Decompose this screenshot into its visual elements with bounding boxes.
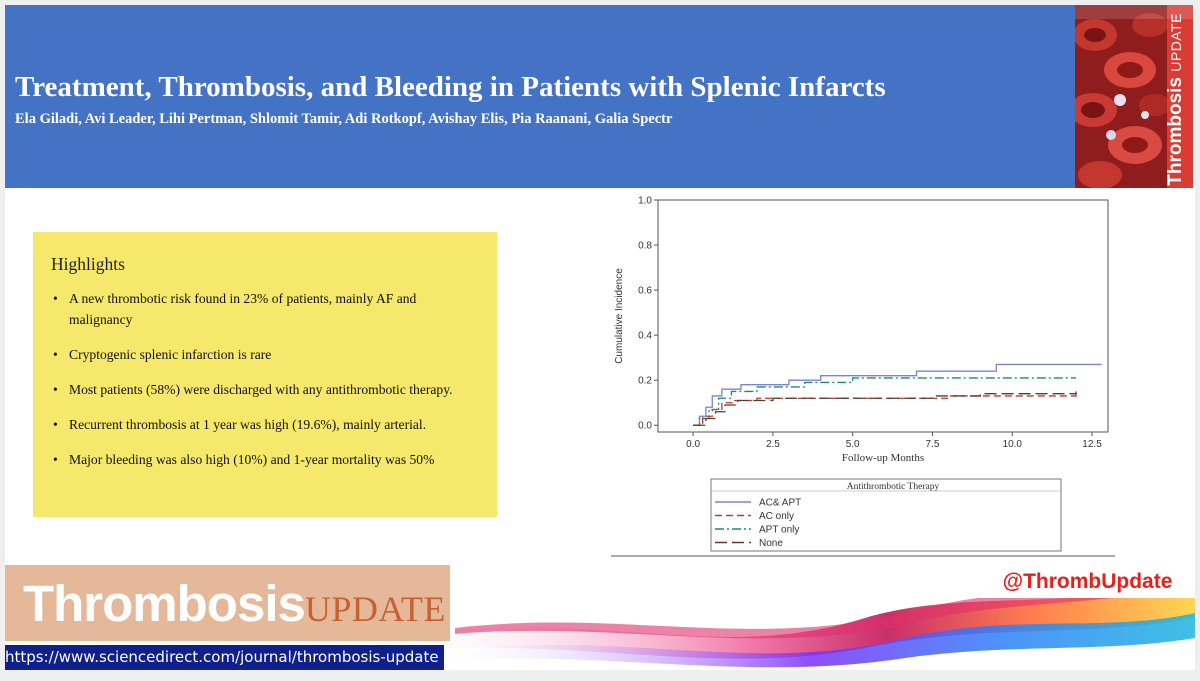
journal-url-link[interactable]: https://www.sciencedirect.com/journal/th… — [5, 645, 444, 670]
paper-title: Treatment, Thrombosis, and Bleeding in P… — [15, 71, 886, 103]
highlight-item: A new thrombotic risk found in 23% of pa… — [53, 288, 478, 330]
highlight-item: Cryptogenic splenic infarction is rare — [53, 344, 478, 365]
highlight-item: Major bleeding was also high (10%) and 1… — [53, 449, 478, 470]
cover-journal-name: Thrombosis UPDATE — [1165, 13, 1187, 186]
legend-entry: AC& APT — [759, 498, 801, 509]
x-axis-ticks: 0.0 2.5 5.0 7.5 10.0 12.5 — [686, 432, 1102, 450]
title-banner: Treatment, Thrombosis, and Bleeding in P… — [5, 5, 1075, 188]
highlights-title: Highlights — [51, 254, 125, 274]
blood-cells-illustration — [1075, 5, 1193, 188]
x-tick-label: 10.0 — [1003, 439, 1023, 450]
series-lines — [693, 363, 1102, 426]
x-tick-label: 2.5 — [766, 439, 780, 450]
y-tick-label: 0.2 — [638, 376, 652, 387]
y-tick-label: 0.6 — [638, 286, 652, 297]
cumulative-incidence-chart: 0.00.20.40.60.81.0 0.0 2.5 5.0 7.5 10.0 12.5 … — [603, 188, 1123, 560]
journal-cover-image: Thrombosis UPDATE — [1075, 5, 1193, 188]
plot-frame — [657, 199, 1109, 433]
x-tick-label: 0.0 — [686, 439, 700, 450]
cover-word-thrombosis: Thrombosis — [1165, 77, 1186, 186]
legend-title: Antithrombotic Therapy — [847, 482, 940, 492]
decorative-swoosh — [385, 568, 1195, 668]
thrombosis-update-logo: ThrombosisUPDATE — [5, 565, 450, 641]
x-tick-label: 12.5 — [1082, 439, 1102, 450]
series-line-1 — [693, 393, 1080, 426]
twitter-handle[interactable]: @ThrombUpdate — [980, 565, 1195, 598]
slide: Treatment, Thrombosis, and Bleeding in P… — [5, 5, 1195, 670]
legend-entry: AC only — [759, 511, 794, 522]
logo-word-update: UPDATE — [304, 589, 446, 629]
series-line-3 — [693, 391, 1077, 426]
y-axis-label: Cumulative Incidence — [614, 268, 625, 364]
series-line-0 — [693, 363, 1102, 426]
x-axis-label: Follow-up Months — [842, 452, 924, 464]
logo-word-thrombosis: Thrombosis — [23, 575, 306, 632]
highlights-list: A new thrombotic risk found in 23% of pa… — [53, 288, 478, 484]
highlights-box: Highlights A new thrombotic risk found i… — [33, 232, 497, 517]
y-tick-label: 1.0 — [638, 196, 652, 207]
legend-entry: None — [759, 538, 783, 549]
y-tick-label: 0.4 — [638, 331, 652, 342]
y-axis-ticks: 0.0 0.2 0.4 0.6 0.8 1.0 — [638, 196, 658, 432]
author-list: Ela Giladi, Avi Leader, Lihi Pertman, Sh… — [15, 111, 673, 127]
y-tick-label: 0.8 — [638, 241, 652, 252]
chart-legend: Antithrombotic Therapy AC& APT AC only APT… — [710, 478, 1062, 552]
legend-entry: APT only — [759, 525, 799, 536]
y-tick-label: 0.0 — [638, 421, 652, 432]
series-line-2 — [693, 377, 1077, 426]
highlight-item: Recurrent thrombosis at 1 year was high … — [53, 414, 478, 435]
x-tick-label: 5.0 — [846, 439, 860, 450]
highlight-item: Most patients (58%) were discharged with… — [53, 379, 478, 400]
x-tick-label: 7.5 — [926, 439, 940, 450]
cover-word-update: UPDATE — [1168, 13, 1184, 72]
